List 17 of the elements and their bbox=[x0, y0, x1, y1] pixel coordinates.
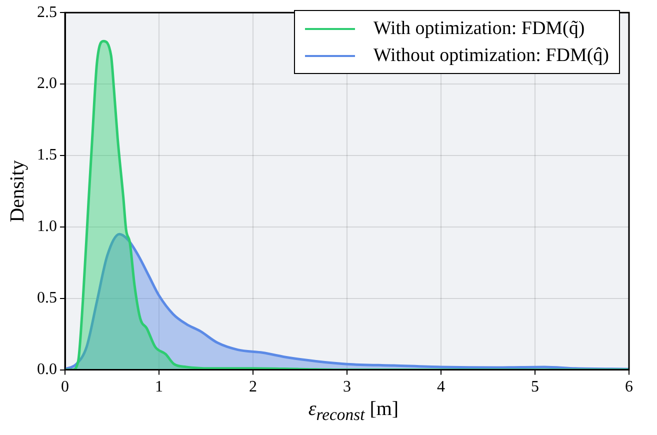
legend-label: With optimization: FDM(q̃) bbox=[373, 18, 585, 40]
x-axis-title: ε$_{reconst}$ [m] bbox=[307, 398, 400, 425]
x-tick-label: 5 bbox=[531, 378, 539, 396]
x-tick-label: 0 bbox=[61, 378, 69, 396]
y-tick-label: 1.0 bbox=[37, 218, 57, 236]
x-tick-label: 6 bbox=[625, 378, 633, 396]
y-tick-label: 1.5 bbox=[37, 146, 57, 164]
y-tick-label: 2.0 bbox=[37, 75, 57, 92]
x-tick-label: 3 bbox=[343, 378, 351, 396]
legend-label: Without optimization: FDM(q̂) bbox=[373, 44, 609, 66]
y-tick-label: 0.0 bbox=[37, 361, 57, 378]
y-tick-label: 0.5 bbox=[37, 290, 57, 307]
x-tick-label: 1 bbox=[155, 378, 163, 396]
y-axis-title: Density bbox=[6, 160, 28, 222]
x-tick-label: 2 bbox=[249, 378, 257, 396]
y-tick-label: 2.5 bbox=[37, 4, 57, 21]
x-tick-label: 4 bbox=[437, 378, 445, 396]
